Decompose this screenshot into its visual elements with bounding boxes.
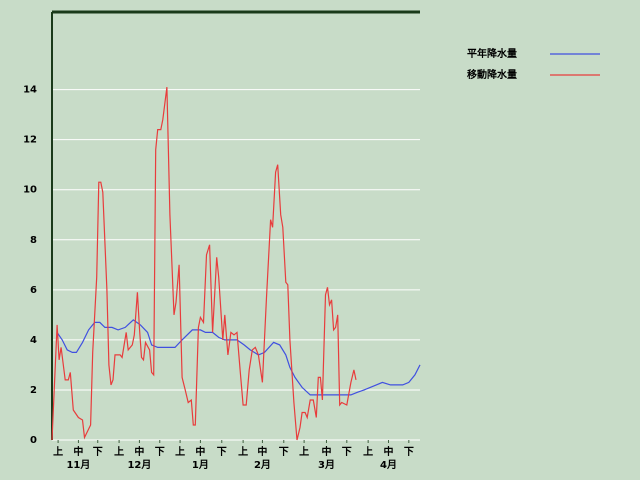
x-tick-label: 下: [404, 446, 414, 458]
x-tick-label: 中: [195, 445, 205, 458]
x-tick-label: 中: [73, 445, 83, 458]
legend-label: 移動降水量: [467, 68, 517, 81]
y-tick-label: 0: [30, 435, 37, 446]
month-label: 4月: [380, 459, 397, 471]
month-label: 3月: [318, 459, 335, 471]
x-tick-label: 中: [383, 445, 393, 458]
y-tick-label: 12: [23, 135, 37, 146]
x-tick-label: 上: [53, 445, 63, 458]
x-tick-label: 上: [238, 445, 248, 458]
x-tick-label: 上: [299, 445, 309, 458]
y-tick-label: 14: [23, 85, 37, 96]
x-tick-label: 上: [114, 445, 124, 458]
x-tick-label: 下: [279, 446, 289, 458]
x-tick-label: 下: [342, 446, 352, 458]
y-tick-label: 10: [23, 185, 37, 196]
y-tick-label: 8: [30, 235, 37, 246]
legend-label: 平年降水量: [467, 47, 517, 60]
y-tick-label: 2: [30, 385, 37, 396]
month-label: 12月: [127, 459, 151, 471]
month-label: 1月: [192, 459, 209, 471]
y-tick-label: 4: [30, 335, 37, 346]
series-line: [51, 87, 357, 441]
x-tick-label: 中: [134, 445, 144, 458]
x-tick-label: 下: [93, 446, 103, 458]
x-tick-label: 中: [257, 445, 267, 458]
y-tick-label: 6: [30, 285, 37, 296]
x-tick-label: 下: [155, 446, 165, 458]
x-tick-label: 上: [363, 445, 373, 458]
x-tick-label: 中: [321, 445, 331, 458]
x-tick-label: 上: [175, 445, 185, 458]
month-label: 2月: [254, 459, 271, 471]
x-tick-label: 下: [217, 446, 227, 458]
series-line: [56, 319, 421, 396]
month-label: 11月: [66, 459, 90, 471]
